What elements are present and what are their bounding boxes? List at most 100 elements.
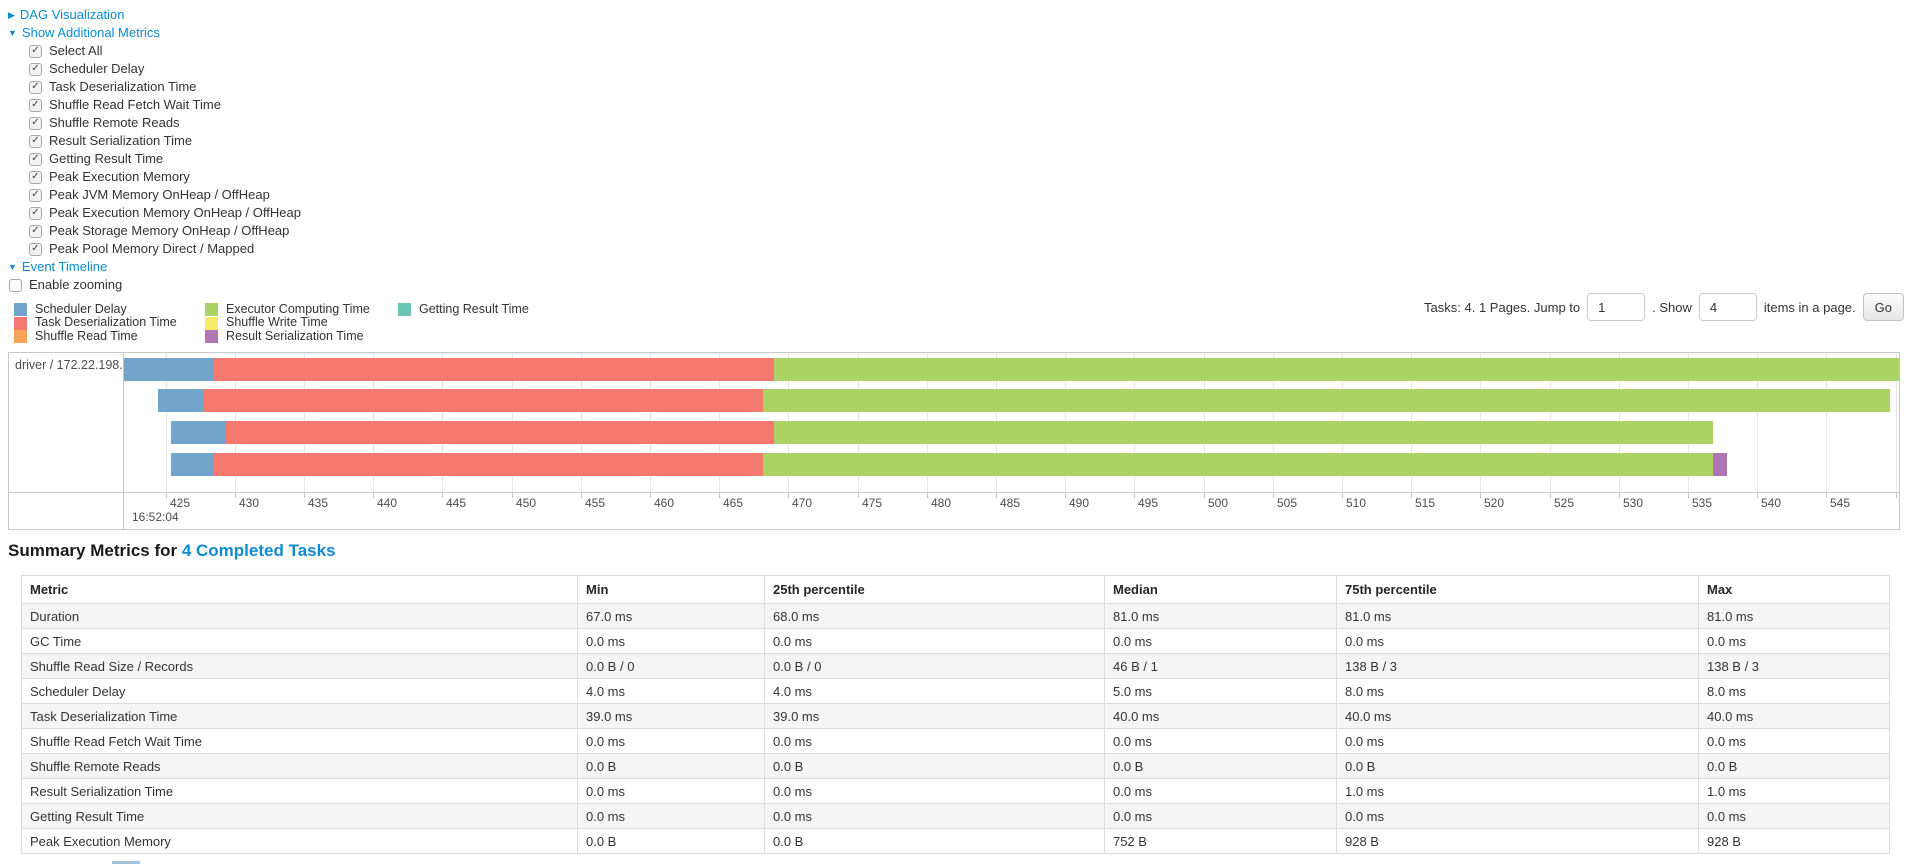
metric-checkbox-row-6[interactable]: ✓ Getting Result Time	[8, 150, 301, 168]
metric-checkbox-label: Peak Execution Memory OnHeap / OffHeap	[49, 205, 301, 220]
task-bar-2[interactable]	[124, 389, 1899, 412]
task-segment-task_deserialization[interactable]	[203, 389, 763, 412]
axis-tick	[1273, 493, 1274, 498]
metric-checkbox-label: Result Serialization Time	[49, 133, 193, 148]
legend-label: Getting Result Time	[419, 302, 529, 316]
task-segment-task_deserialization[interactable]	[214, 358, 774, 381]
axis-tick	[1204, 493, 1205, 498]
task-segment-task_deserialization[interactable]	[226, 421, 774, 444]
table-cell: GC Time	[21, 628, 578, 654]
table-cell: 81.0 ms	[1104, 603, 1337, 629]
getting_result-swatch-icon	[398, 303, 411, 317]
enable-zooming-row[interactable]: Enable zooming	[8, 276, 301, 294]
dag-visualization-toggle[interactable]: ▶ DAG Visualization	[8, 6, 124, 24]
metric-checkbox-row-4[interactable]: ✓ Shuffle Remote Reads	[8, 114, 301, 132]
task-segment-executor_computing[interactable]	[774, 421, 1713, 444]
axis-tick	[512, 493, 513, 498]
event-timeline-chart: driver / 172.22.198.104 4254304354404454…	[8, 352, 1900, 530]
task-segment-executor_computing[interactable]	[774, 358, 1899, 381]
axis-tick	[1896, 493, 1897, 498]
axis-tick	[1550, 493, 1551, 498]
axis-tick-label: 510	[1346, 496, 1367, 510]
event-timeline-toggle[interactable]: ▼ Event Timeline	[8, 258, 107, 276]
axis-tick	[1688, 493, 1689, 498]
axis-tick	[650, 493, 651, 498]
axis-tick	[1757, 493, 1758, 498]
show-additional-metrics-toggle[interactable]: ▼ Show Additional Metrics	[8, 24, 160, 42]
clipped-next-section	[112, 861, 140, 864]
go-button[interactable]: Go	[1862, 293, 1904, 321]
metric-checkbox[interactable]: ✓	[29, 80, 42, 94]
task-segment-result_serialization[interactable]	[1713, 453, 1727, 476]
task-segment-executor_computing[interactable]	[763, 453, 1713, 476]
table-cell: 0.0 ms	[1104, 803, 1337, 829]
task-bar-3[interactable]	[124, 421, 1899, 444]
task-segment-scheduler_delay[interactable]	[171, 453, 214, 476]
metric-checkbox[interactable]: ✓	[29, 98, 42, 112]
table-cell: 4.0 ms	[764, 678, 1105, 704]
table-cell: 40.0 ms	[1698, 703, 1890, 729]
axis-tick	[996, 493, 997, 498]
table-cell: 39.0 ms	[764, 703, 1105, 729]
table-cell: Shuffle Read Fetch Wait Time	[21, 728, 578, 754]
metric-checkbox[interactable]: ✓	[29, 206, 42, 220]
timeline-group-column: driver / 172.22.198.104	[9, 353, 124, 529]
legend-item-result_serialization: Result Serialization Time	[205, 329, 370, 343]
metric-checkbox[interactable]: ✓	[29, 134, 42, 148]
metric-checkbox-row-5[interactable]: ✓ Result Serialization Time	[8, 132, 301, 150]
task-segment-scheduler_delay[interactable]	[124, 358, 214, 381]
metric-checkbox-row-0[interactable]: ✓ Select All	[8, 42, 301, 60]
task-segment-task_deserialization[interactable]	[214, 453, 763, 476]
metric-checkbox[interactable]: ✓	[29, 62, 42, 76]
metric-checkbox-row-1[interactable]: ✓ Scheduler Delay	[8, 60, 301, 78]
metric-checkbox[interactable]: ✓	[29, 170, 42, 184]
axis-tick-label: 475	[862, 496, 883, 510]
table-cell: 0.0 ms	[1698, 628, 1890, 654]
table-cell: 138 B / 3	[1698, 653, 1890, 679]
task-bar-4[interactable]	[124, 453, 1899, 476]
tasks-pagination: Tasks: 4. 1 Pages. Jump to . Show items …	[1424, 291, 1904, 323]
table-cell: 0.0 ms	[764, 803, 1105, 829]
jump-to-page-input[interactable]	[1587, 293, 1646, 321]
axis-gridline	[1826, 353, 1827, 492]
legend-label: Shuffle Write Time	[226, 315, 328, 330]
completed-tasks-link[interactable]: 4 Completed Tasks	[181, 541, 336, 560]
metric-checkbox[interactable]: ✓	[29, 152, 42, 166]
metric-checkbox-row-10[interactable]: ✓ Peak Storage Memory OnHeap / OffHeap	[8, 222, 301, 240]
task-segment-executor_computing[interactable]	[763, 389, 1890, 412]
metric-checkbox-label: Shuffle Read Fetch Wait Time	[49, 97, 221, 112]
table-cell: 0.0 ms	[764, 728, 1105, 754]
legend-item-scheduler_delay: Scheduler Delay	[14, 302, 177, 317]
metric-checkbox-row-9[interactable]: ✓ Peak Execution Memory OnHeap / OffHeap	[8, 204, 301, 222]
axis-tick-label: 490	[1069, 496, 1090, 510]
metric-checkbox-row-11[interactable]: ✓ Peak Pool Memory Direct / Mapped	[8, 240, 301, 258]
table-cell: 0.0 ms	[1336, 728, 1699, 754]
axis-tick-label: 440	[377, 496, 398, 510]
task-segment-scheduler_delay[interactable]	[158, 389, 203, 412]
metric-checkbox[interactable]: ✓	[29, 44, 42, 58]
axis-tick-label: 480	[931, 496, 952, 510]
legend-label: Executor Computing Time	[226, 302, 370, 316]
metric-checkbox-row-7[interactable]: ✓ Peak Execution Memory	[8, 168, 301, 186]
metric-checkbox-row-8[interactable]: ✓ Peak JVM Memory OnHeap / OffHeap	[8, 186, 301, 204]
show-label: . Show	[1652, 299, 1692, 315]
metric-checkbox-row-2[interactable]: ✓ Task Deserialization Time	[8, 78, 301, 96]
metric-checkbox[interactable]: ✓	[29, 116, 42, 130]
metric-checkbox-label: Shuffle Remote Reads	[49, 115, 180, 130]
metric-checkbox-row-3[interactable]: ✓ Shuffle Read Fetch Wait Time	[8, 96, 301, 114]
metric-checkbox[interactable]: ✓	[29, 188, 42, 202]
metric-checkbox[interactable]: ✓	[29, 242, 42, 256]
table-cell: 8.0 ms	[1336, 678, 1699, 704]
column-header: Max	[1698, 575, 1890, 604]
table-cell: 0.0 B	[577, 828, 765, 854]
items-per-page-input[interactable]	[1698, 293, 1757, 321]
task-bar-1[interactable]	[124, 358, 1899, 381]
enable-zooming-checkbox[interactable]	[9, 278, 22, 292]
axis-tick-label: 455	[585, 496, 606, 510]
table-cell: 5.0 ms	[1104, 678, 1337, 704]
task-segment-scheduler_delay[interactable]	[171, 421, 226, 444]
table-cell: 0.0 B	[1336, 753, 1699, 779]
table-cell: 0.0 B	[1104, 753, 1337, 779]
column-header: Metric	[21, 575, 578, 604]
metric-checkbox[interactable]: ✓	[29, 224, 42, 238]
